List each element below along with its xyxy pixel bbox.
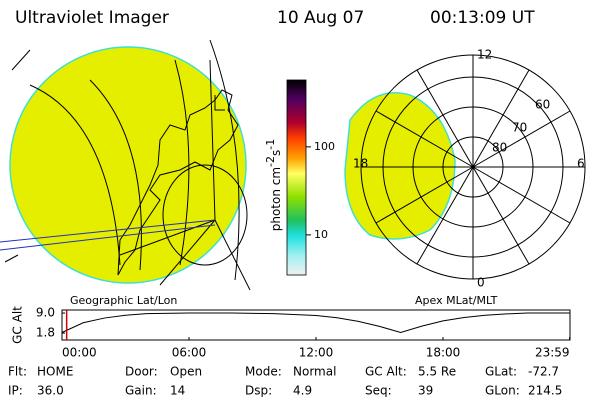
- x-tick-label: 06:00: [172, 346, 207, 360]
- colorbar-scale: [286, 79, 307, 276]
- colorbar-label: photon cm-2s-1: [264, 139, 283, 232]
- coastline: [117, 89, 239, 276]
- altitude-line: [61, 312, 570, 334]
- mlt-spoke: [416, 69, 474, 168]
- lat-label: 60: [535, 98, 550, 112]
- mlt-spoke: [416, 166, 474, 265]
- status-label: Flt:: [8, 365, 27, 379]
- status-value: 5.5 Re: [418, 365, 456, 379]
- status-value: Normal: [293, 365, 336, 379]
- y-tick-label: 1.8: [36, 326, 55, 340]
- status-label: Mode:: [245, 365, 282, 379]
- colorbar-tick-label: 100: [314, 140, 335, 153]
- status-value: 36.0: [37, 384, 64, 398]
- polar-grid: [360, 54, 586, 280]
- lat-label: 80: [492, 141, 507, 155]
- title: Ultraviolet Imager: [15, 8, 169, 28]
- geographic-map: [0, 39, 251, 291]
- colorbar-tick-label: 10: [314, 228, 328, 241]
- right-map-label: Apex MLat/MLT: [415, 294, 498, 307]
- grid-ring: [162, 164, 248, 266]
- mlt-spoke: [472, 69, 530, 168]
- status-label: GC Alt:: [365, 365, 407, 379]
- emission-disk: [9, 46, 247, 284]
- track: [0, 219, 216, 251]
- colorbar-label-part: s: [269, 150, 283, 156]
- status-label: GLat:: [485, 365, 517, 379]
- mlt-label: 18: [353, 157, 368, 171]
- status-label: Seq:: [365, 384, 392, 398]
- status-value: -72.7: [528, 365, 559, 379]
- mlt-spoke: [472, 110, 571, 168]
- emission-region: [344, 92, 456, 240]
- date: 10 Aug 07: [277, 8, 364, 28]
- mlt-label: 0: [477, 276, 485, 290]
- lat-label: 70: [512, 121, 527, 135]
- y-axis-label: GC Alt: [11, 306, 25, 344]
- time: 00:13:09 UT: [430, 8, 535, 28]
- colorbar-label-part: -2: [264, 156, 277, 167]
- status-value: 39: [418, 384, 433, 398]
- mlt-label: 6: [577, 157, 585, 171]
- x-tick-label: 00:00: [62, 346, 97, 360]
- y-tick-label: 9.0: [36, 306, 55, 320]
- status-label: Door:: [125, 365, 158, 379]
- mlt-spoke: [472, 166, 571, 224]
- mlt-spoke: [375, 110, 474, 168]
- polar-map: [344, 54, 586, 280]
- mlt-spoke: [375, 166, 474, 224]
- colorbar-label-part: photon cm: [269, 167, 283, 231]
- status-label: Gain:: [125, 384, 157, 398]
- x-tick-label: 12:00: [299, 346, 334, 360]
- x-tick-label: 18:00: [426, 346, 461, 360]
- status-value: 214.5: [528, 384, 562, 398]
- x-tick-label: 23:59: [535, 346, 570, 360]
- mlt-label: 12: [477, 48, 492, 62]
- status-value: Open: [170, 365, 202, 379]
- colorbar-label-part: -1: [264, 139, 277, 150]
- status-value: 4.9: [293, 384, 312, 398]
- status-label: IP:: [8, 384, 23, 398]
- status-label: GLon:: [485, 384, 520, 398]
- left-map-label: Geographic Lat/Lon: [70, 294, 177, 307]
- colorbar: [286, 79, 307, 276]
- status-value: 14: [170, 384, 185, 398]
- mlt-spoke: [472, 166, 530, 265]
- status-label: Dsp:: [245, 384, 272, 398]
- status-value: HOME: [37, 365, 73, 379]
